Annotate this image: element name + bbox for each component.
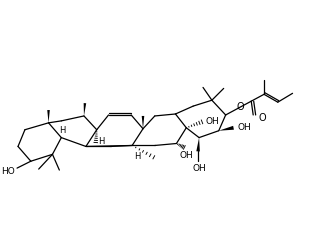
Text: O: O <box>258 112 266 122</box>
Polygon shape <box>84 104 86 116</box>
Text: H: H <box>134 151 140 160</box>
Text: OH: OH <box>237 123 251 132</box>
Polygon shape <box>196 138 200 152</box>
Polygon shape <box>142 116 144 129</box>
Polygon shape <box>47 111 50 123</box>
Polygon shape <box>219 126 234 131</box>
Text: OH: OH <box>192 163 206 172</box>
Text: H: H <box>59 126 65 135</box>
Text: HO: HO <box>1 166 15 175</box>
Text: OH: OH <box>180 150 193 159</box>
Text: OH: OH <box>206 117 220 126</box>
Text: O: O <box>237 102 244 112</box>
Text: H: H <box>98 136 105 146</box>
